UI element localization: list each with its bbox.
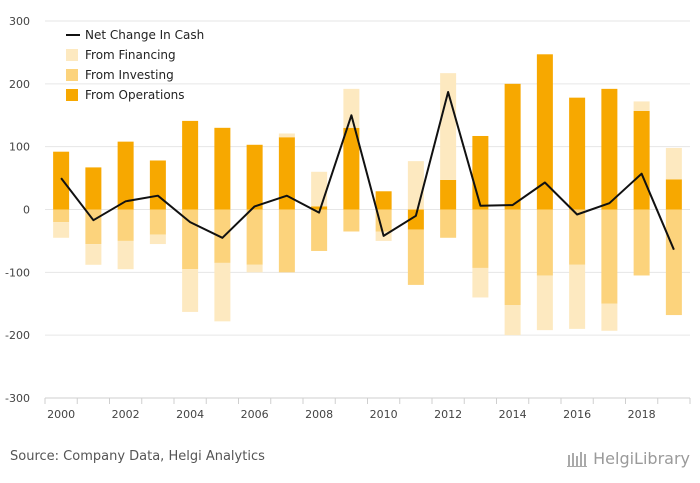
bar-from-financing-2002 <box>117 240 134 270</box>
bar-from-operations-2009 <box>343 127 360 210</box>
bar-from-financing-2018 <box>633 101 650 111</box>
bar-from-investing-2009 <box>343 209 360 232</box>
x-tick-label: 2000 <box>47 408 75 421</box>
bar-from-financing-2007 <box>278 133 295 138</box>
x-tick-label: 2004 <box>176 408 204 421</box>
x-tick-label: 2018 <box>628 408 656 421</box>
library-icon <box>567 451 588 467</box>
bar-from-operations-2016 <box>569 97 586 210</box>
bar-from-financing-2009 <box>343 88 360 128</box>
y-tick-label: 100 <box>9 141 30 154</box>
bar-from-financing-2019 <box>665 147 682 180</box>
y-tick-label: -200 <box>5 329 30 342</box>
bar-from-operations-2004 <box>182 120 199 210</box>
bar-from-investing-2002 <box>117 209 134 241</box>
legend-swatch-from-investing <box>66 69 78 81</box>
bar-from-investing-2008 <box>311 209 328 251</box>
bar-from-financing-2017 <box>601 303 618 331</box>
bar-from-financing-2011 <box>407 161 424 210</box>
bar-from-financing-2008 <box>311 171 328 207</box>
net-change-line <box>60 91 675 251</box>
bar-from-investing-2006 <box>246 209 263 265</box>
bar-from-operations-2001 <box>85 167 102 210</box>
bar-from-operations-2002 <box>117 141 134 210</box>
bar-from-operations-2008 <box>311 206 328 210</box>
brand-name: HelgiLibrary <box>593 449 690 468</box>
y-axis: 300 200 100 0 -100 -200 -300 <box>5 15 30 405</box>
source-note: Source: Company Data, Helgi Analytics <box>10 449 265 464</box>
legend-label: From Financing <box>85 48 176 62</box>
legend-swatch-from-operations <box>66 89 78 101</box>
bar-from-financing-2012 <box>440 73 457 180</box>
bar-from-operations-2012 <box>440 179 457 210</box>
bar-from-investing-2012 <box>440 209 457 238</box>
bar-from-investing-2016 <box>569 209 586 265</box>
x-tick-label: 2008 <box>305 408 333 421</box>
bar-from-financing-2003 <box>149 234 166 245</box>
bar-from-operations-2019 <box>665 179 682 210</box>
legend-label: From Operations <box>85 88 185 102</box>
bar-from-operations-2006 <box>246 144 263 210</box>
bar-from-financing-2004 <box>182 269 199 312</box>
bar-from-operations-2014 <box>504 83 521 210</box>
x-tick-label: 2002 <box>112 408 140 421</box>
bar-from-operations-2003 <box>149 160 166 210</box>
bar-from-financing-2005 <box>214 262 231 322</box>
x-tick-label: 2006 <box>241 408 269 421</box>
bar-from-operations-2000 <box>53 151 70 210</box>
legend: Net Change In Cash From Financing From Inv… <box>66 28 204 102</box>
y-tick-label: 300 <box>9 15 30 28</box>
bar-from-investing-2013 <box>472 209 489 268</box>
bar-from-operations-2017 <box>601 88 618 210</box>
legend-label: From Investing <box>85 68 174 82</box>
bar-from-investing-2001 <box>85 209 102 245</box>
y-tick-label: 200 <box>9 78 30 91</box>
legend-label: Net Change In Cash <box>85 28 204 42</box>
bar-from-operations-2010 <box>375 191 392 210</box>
bar-from-financing-2016 <box>569 264 586 329</box>
bar-from-financing-2015 <box>536 275 553 331</box>
bar-from-investing-2011 <box>407 229 424 285</box>
y-tick-label: 0 <box>23 204 30 217</box>
bar-from-investing-2003 <box>149 209 166 235</box>
bar-from-investing-2017 <box>601 209 618 304</box>
x-tick-label: 2014 <box>499 408 527 421</box>
bar-from-investing-2007 <box>278 209 295 273</box>
bar-from-investing-2005 <box>214 209 231 263</box>
bar-from-operations-2011 <box>407 209 424 230</box>
bar-from-investing-2010 <box>375 209 392 232</box>
bar-from-financing-2006 <box>246 264 263 273</box>
bar-from-investing-2015 <box>536 209 553 276</box>
bar-from-investing-2014 <box>504 209 521 306</box>
bar-from-operations-2018 <box>633 110 650 210</box>
y-tick-label: -100 <box>5 266 30 279</box>
bar-from-financing-2014 <box>504 305 521 336</box>
x-tick-label: 2012 <box>434 408 462 421</box>
x-tick-label: 2010 <box>370 408 398 421</box>
brand-logo: HelgiLibrary <box>567 449 690 468</box>
bar-from-operations-2007 <box>278 137 295 210</box>
bar-from-financing-2001 <box>85 244 102 265</box>
bar-from-financing-2000 <box>53 222 70 238</box>
bar-from-investing-2000 <box>53 209 70 223</box>
bar-from-investing-2018 <box>633 209 650 276</box>
x-tick-label: 2016 <box>563 408 591 421</box>
bar-from-financing-2013 <box>472 267 489 298</box>
legend-swatch-from-financing <box>66 49 78 61</box>
bar-from-operations-2013 <box>472 135 489 210</box>
bar-from-investing-2019 <box>665 209 682 316</box>
y-tick-label: -300 <box>5 392 30 405</box>
bar-from-operations-2015 <box>536 54 553 210</box>
x-axis: 2000 2002 2004 2006 2008 2010 2012 2014 2016 2018 <box>44 397 691 421</box>
net-change-polyline <box>60 91 675 251</box>
bar-from-operations-2005 <box>214 127 231 210</box>
